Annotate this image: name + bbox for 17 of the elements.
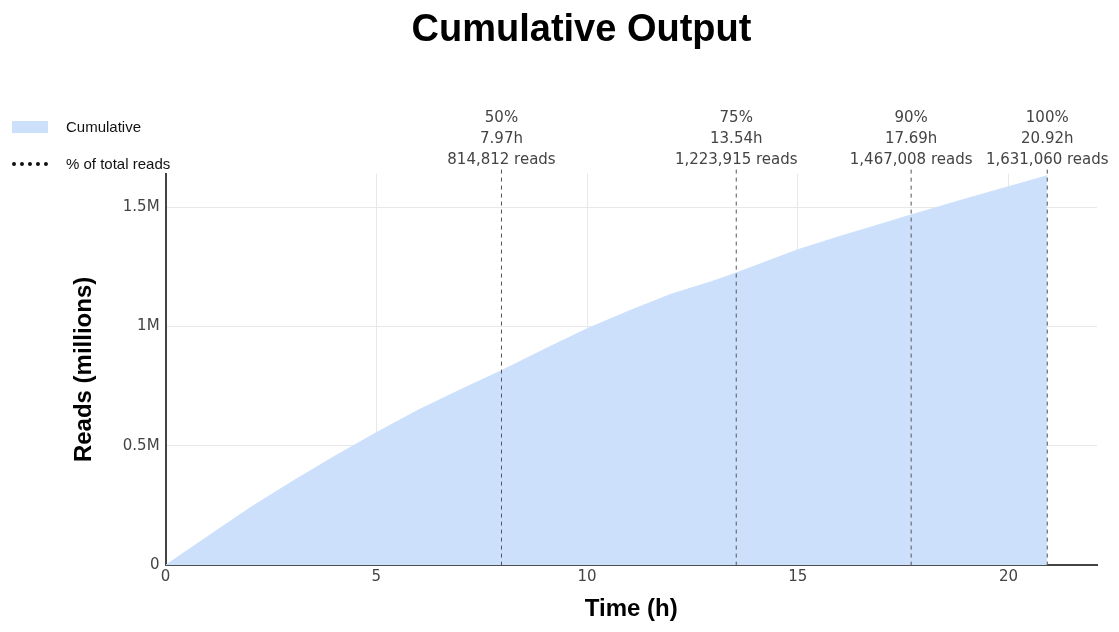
y-tick-label: 0.5M (122, 435, 160, 454)
ref-line-label: 90% 17.69h 1,467,008 reads (849, 107, 973, 168)
x-tick-label: 5 (371, 567, 382, 586)
y-tick-label: 1.5M (122, 196, 160, 215)
legend-label: Cumulative (66, 118, 142, 135)
y-axis-title: Reads (millions) (69, 276, 97, 463)
x-tick-label: 20 (998, 567, 1019, 586)
ref-line-label: 50% 7.97h 814,812 reads (447, 107, 556, 168)
ref-line-label: 75% 13.54h 1,223,915 reads (674, 107, 798, 168)
text: % of total reads (66, 155, 171, 172)
y-tick-label: 1M (137, 316, 160, 335)
chart-title: Cumulative Output (411, 7, 752, 50)
ref-line-label: 100% 20.92h 1,631,060 reads (985, 107, 1109, 168)
x-tick-label: 10 (577, 567, 597, 586)
y-tick-label: 0 (150, 555, 160, 574)
x-axis-title: Time (h) (584, 594, 678, 622)
x-tick-label: 15 (788, 567, 808, 586)
